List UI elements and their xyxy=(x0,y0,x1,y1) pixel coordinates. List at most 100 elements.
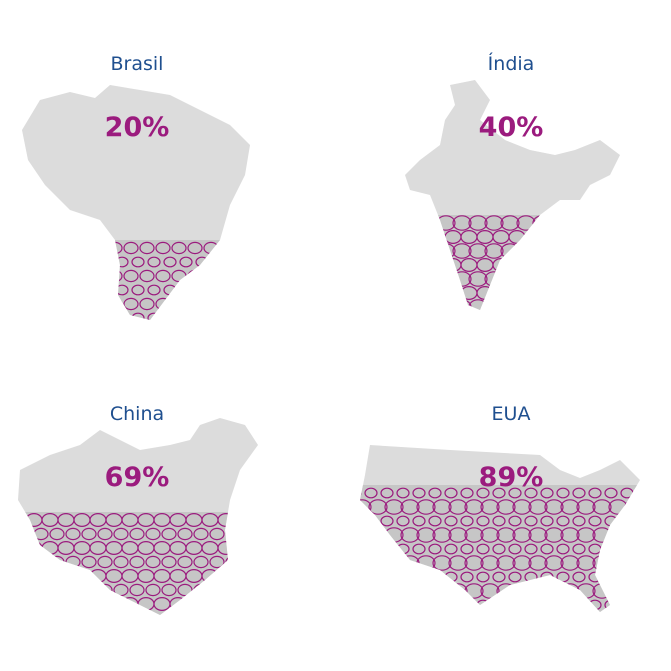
bean-icon xyxy=(572,599,586,611)
percent: 89% xyxy=(479,462,544,493)
bean-icon xyxy=(195,312,209,320)
bean-icon xyxy=(201,596,219,611)
bean-icon xyxy=(540,515,554,527)
bean-icon xyxy=(49,555,65,569)
bean-icon xyxy=(412,571,426,583)
bean-icon xyxy=(177,583,193,597)
bean-icon xyxy=(115,312,129,320)
bean-icon xyxy=(528,555,548,571)
bean-icon xyxy=(18,555,33,569)
bean-icon xyxy=(480,555,500,571)
bean-icon xyxy=(468,271,488,287)
bean-icon xyxy=(203,269,219,283)
bean-icon xyxy=(81,583,97,597)
bean-icon xyxy=(512,555,532,571)
bean-icon xyxy=(544,583,564,599)
shaded-band xyxy=(22,240,250,320)
bean-icon xyxy=(400,499,420,515)
bean-icon xyxy=(512,583,532,599)
bean-icon xyxy=(380,571,394,583)
bean-icon xyxy=(576,527,596,543)
bean-icon xyxy=(432,555,452,571)
bean-icon xyxy=(360,543,362,555)
bean-icon xyxy=(484,299,504,310)
bean-icon xyxy=(532,243,552,259)
bean-icon xyxy=(572,543,586,555)
bean-icon xyxy=(412,515,426,527)
bean-icon xyxy=(105,596,123,611)
bean-icon xyxy=(420,299,440,310)
bean-icon xyxy=(444,543,458,555)
country-name: Brasil xyxy=(111,53,164,75)
production-area xyxy=(22,240,250,320)
bean-icon xyxy=(436,299,456,310)
bean-icon xyxy=(448,527,468,543)
bean-icon xyxy=(624,555,640,571)
bean-icon xyxy=(560,583,580,599)
bean-icon xyxy=(209,555,225,569)
bean-icon xyxy=(18,527,33,541)
bean-icon xyxy=(492,286,510,301)
maps xyxy=(18,80,640,615)
bean-icon xyxy=(179,312,193,320)
bean-icon xyxy=(516,299,536,310)
bean-icon xyxy=(556,515,570,527)
bean-icon xyxy=(620,599,634,611)
bean-icon xyxy=(33,555,49,569)
bean-icon xyxy=(123,269,139,283)
bean-icon xyxy=(163,256,177,268)
labels: Brasil 20% Índia 40% China 69% EUA 89% xyxy=(105,52,544,493)
bean-icon xyxy=(444,487,458,499)
bean-icon xyxy=(524,230,542,245)
bean-icon xyxy=(588,515,602,527)
bean-icon xyxy=(384,555,404,571)
bean-icon xyxy=(57,568,75,583)
bean-icon xyxy=(364,599,378,611)
bean-icon xyxy=(145,555,161,569)
bean-icon xyxy=(49,527,65,541)
bean-icon xyxy=(432,499,452,515)
bean-icon xyxy=(155,241,171,255)
bean-icon xyxy=(219,297,235,311)
bean-icon xyxy=(107,297,123,311)
bean-icon xyxy=(476,487,490,499)
bean-icon xyxy=(187,297,203,311)
bean-icon xyxy=(384,499,404,515)
bean-icon xyxy=(25,540,43,555)
bean-icon xyxy=(364,487,378,499)
bean-icon xyxy=(460,599,474,611)
bean-icon xyxy=(18,596,27,611)
bean-icon xyxy=(528,583,548,599)
bean-icon xyxy=(171,297,187,311)
bean-icon xyxy=(524,258,542,273)
bean-icon xyxy=(41,568,59,583)
percent: 40% xyxy=(479,112,544,143)
bean-icon xyxy=(452,243,472,259)
bean-icon xyxy=(540,543,554,555)
percent: 69% xyxy=(105,462,170,493)
bean-icon xyxy=(508,599,522,611)
bean-icon xyxy=(129,583,145,597)
bean-icon xyxy=(73,596,91,611)
bean-icon xyxy=(544,527,564,543)
bean-icon xyxy=(532,299,552,310)
bean-icon xyxy=(592,499,612,515)
bean-icon xyxy=(572,515,586,527)
bean-icon xyxy=(556,543,570,555)
bean-icon xyxy=(97,527,113,541)
bean-icon xyxy=(496,527,516,543)
bean-icon xyxy=(396,571,410,583)
bean-icon xyxy=(131,256,145,268)
production-area xyxy=(360,485,640,612)
bean-icon xyxy=(25,596,43,611)
bean-icon xyxy=(18,568,27,583)
bean-icon xyxy=(187,241,203,255)
bean-icon xyxy=(508,487,522,499)
bean-icon xyxy=(460,571,474,583)
bean-icon xyxy=(193,555,209,569)
bean-icon xyxy=(145,583,161,597)
bean-icon xyxy=(432,527,452,543)
bean-icon xyxy=(432,583,452,599)
bean-icon xyxy=(620,571,634,583)
bean-icon xyxy=(516,271,536,287)
